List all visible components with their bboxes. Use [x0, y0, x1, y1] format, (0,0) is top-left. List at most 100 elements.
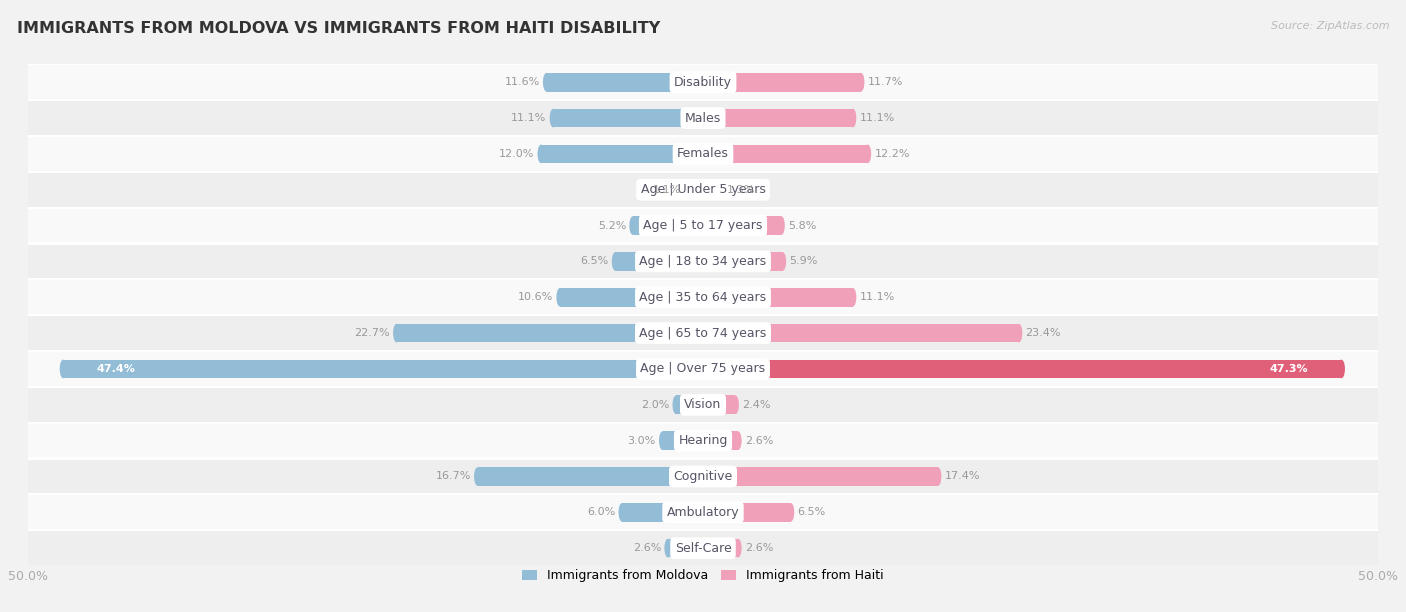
- Text: 2.6%: 2.6%: [633, 543, 661, 553]
- Text: Age | 35 to 64 years: Age | 35 to 64 years: [640, 291, 766, 304]
- Bar: [703, 252, 783, 271]
- Circle shape: [474, 467, 481, 486]
- Bar: [703, 324, 1019, 343]
- Text: Disability: Disability: [673, 76, 733, 89]
- Text: 5.2%: 5.2%: [598, 220, 626, 231]
- Text: 2.0%: 2.0%: [641, 400, 669, 410]
- Circle shape: [849, 288, 856, 307]
- Bar: [28, 209, 1378, 242]
- Text: Cognitive: Cognitive: [673, 470, 733, 483]
- Bar: [703, 109, 853, 127]
- Text: 11.1%: 11.1%: [859, 113, 894, 123]
- Circle shape: [858, 73, 865, 92]
- Bar: [28, 245, 1378, 278]
- Circle shape: [619, 503, 626, 521]
- Legend: Immigrants from Moldova, Immigrants from Haiti: Immigrants from Moldova, Immigrants from…: [517, 564, 889, 588]
- Bar: [616, 252, 703, 271]
- Text: 16.7%: 16.7%: [436, 471, 471, 482]
- Bar: [28, 314, 1378, 316]
- Text: IMMIGRANTS FROM MOLDOVA VS IMMIGRANTS FROM HAITI DISABILITY: IMMIGRANTS FROM MOLDOVA VS IMMIGRANTS FR…: [17, 21, 661, 37]
- Bar: [28, 388, 1378, 422]
- Text: Age | 5 to 17 years: Age | 5 to 17 years: [644, 219, 762, 232]
- Bar: [621, 503, 703, 521]
- Bar: [28, 280, 1378, 314]
- Circle shape: [659, 431, 666, 450]
- Bar: [662, 431, 703, 450]
- Circle shape: [557, 288, 564, 307]
- Text: 6.5%: 6.5%: [581, 256, 609, 266]
- Text: 5.8%: 5.8%: [787, 220, 817, 231]
- Text: Age | Over 75 years: Age | Over 75 years: [641, 362, 765, 375]
- Text: 2.4%: 2.4%: [742, 400, 770, 410]
- Circle shape: [779, 252, 786, 271]
- Text: 2.6%: 2.6%: [745, 543, 773, 553]
- Text: Age | 18 to 34 years: Age | 18 to 34 years: [640, 255, 766, 268]
- Bar: [28, 531, 1378, 565]
- Text: 47.4%: 47.4%: [97, 364, 136, 374]
- Bar: [703, 288, 853, 307]
- Text: 1.3%: 1.3%: [727, 185, 755, 195]
- Bar: [28, 316, 1378, 350]
- Bar: [553, 109, 703, 127]
- Bar: [28, 352, 1378, 386]
- Text: Hearing: Hearing: [678, 434, 728, 447]
- Bar: [28, 242, 1378, 245]
- Text: 23.4%: 23.4%: [1025, 328, 1062, 338]
- Circle shape: [717, 181, 724, 199]
- Bar: [28, 278, 1378, 280]
- Circle shape: [849, 109, 856, 127]
- Bar: [703, 181, 720, 199]
- Bar: [28, 101, 1378, 135]
- Circle shape: [630, 216, 637, 235]
- Bar: [703, 395, 735, 414]
- Bar: [703, 467, 938, 486]
- Bar: [28, 386, 1378, 388]
- Bar: [547, 73, 703, 92]
- Circle shape: [59, 360, 66, 378]
- Circle shape: [685, 181, 692, 199]
- Circle shape: [778, 216, 785, 235]
- Circle shape: [787, 503, 794, 521]
- Circle shape: [550, 109, 557, 127]
- Bar: [703, 73, 860, 92]
- Bar: [28, 493, 1378, 496]
- Bar: [28, 173, 1378, 207]
- Text: 11.1%: 11.1%: [512, 113, 547, 123]
- Text: Vision: Vision: [685, 398, 721, 411]
- Bar: [63, 360, 703, 378]
- Circle shape: [935, 467, 942, 486]
- Bar: [28, 137, 1378, 171]
- Text: 5.9%: 5.9%: [789, 256, 818, 266]
- Circle shape: [734, 431, 741, 450]
- Text: 6.0%: 6.0%: [588, 507, 616, 517]
- Bar: [396, 324, 703, 343]
- Bar: [703, 431, 738, 450]
- Text: 12.2%: 12.2%: [875, 149, 910, 159]
- Circle shape: [612, 252, 619, 271]
- Bar: [688, 181, 703, 199]
- Bar: [28, 460, 1378, 493]
- Text: 11.7%: 11.7%: [868, 77, 903, 87]
- Bar: [676, 395, 703, 414]
- Text: Females: Females: [678, 147, 728, 160]
- Bar: [541, 144, 703, 163]
- Text: 11.6%: 11.6%: [505, 77, 540, 87]
- Text: 47.3%: 47.3%: [1270, 364, 1308, 374]
- Text: 2.6%: 2.6%: [745, 436, 773, 446]
- Bar: [28, 99, 1378, 101]
- Bar: [28, 350, 1378, 352]
- Text: Males: Males: [685, 111, 721, 124]
- Bar: [703, 216, 782, 235]
- Circle shape: [543, 73, 550, 92]
- Bar: [28, 422, 1378, 424]
- Bar: [28, 63, 1378, 65]
- Circle shape: [672, 395, 679, 414]
- Bar: [28, 171, 1378, 173]
- Text: 17.4%: 17.4%: [945, 471, 980, 482]
- Circle shape: [1339, 360, 1346, 378]
- Circle shape: [1015, 324, 1022, 343]
- Text: 11.1%: 11.1%: [859, 293, 894, 302]
- Bar: [28, 496, 1378, 529]
- Circle shape: [665, 539, 672, 558]
- Bar: [668, 539, 703, 558]
